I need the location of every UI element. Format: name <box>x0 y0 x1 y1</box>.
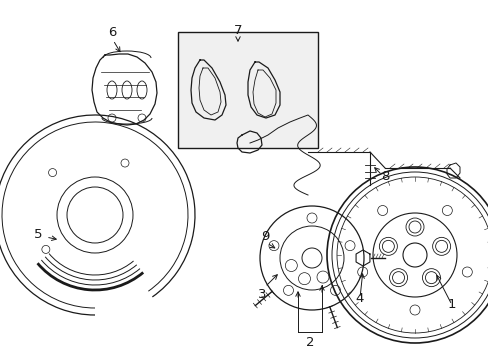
Text: 9: 9 <box>260 230 268 243</box>
Text: 3: 3 <box>257 288 265 301</box>
Text: 1: 1 <box>447 298 455 311</box>
Text: 8: 8 <box>380 171 388 184</box>
Bar <box>178 32 317 148</box>
Text: 2: 2 <box>305 336 314 348</box>
Text: 7: 7 <box>233 23 242 36</box>
Text: 4: 4 <box>355 292 364 305</box>
Text: 5: 5 <box>34 229 42 242</box>
Text: 6: 6 <box>107 26 116 39</box>
